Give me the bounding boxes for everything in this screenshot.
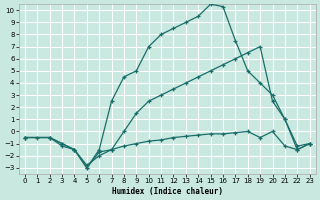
X-axis label: Humidex (Indice chaleur): Humidex (Indice chaleur) (112, 187, 223, 196)
